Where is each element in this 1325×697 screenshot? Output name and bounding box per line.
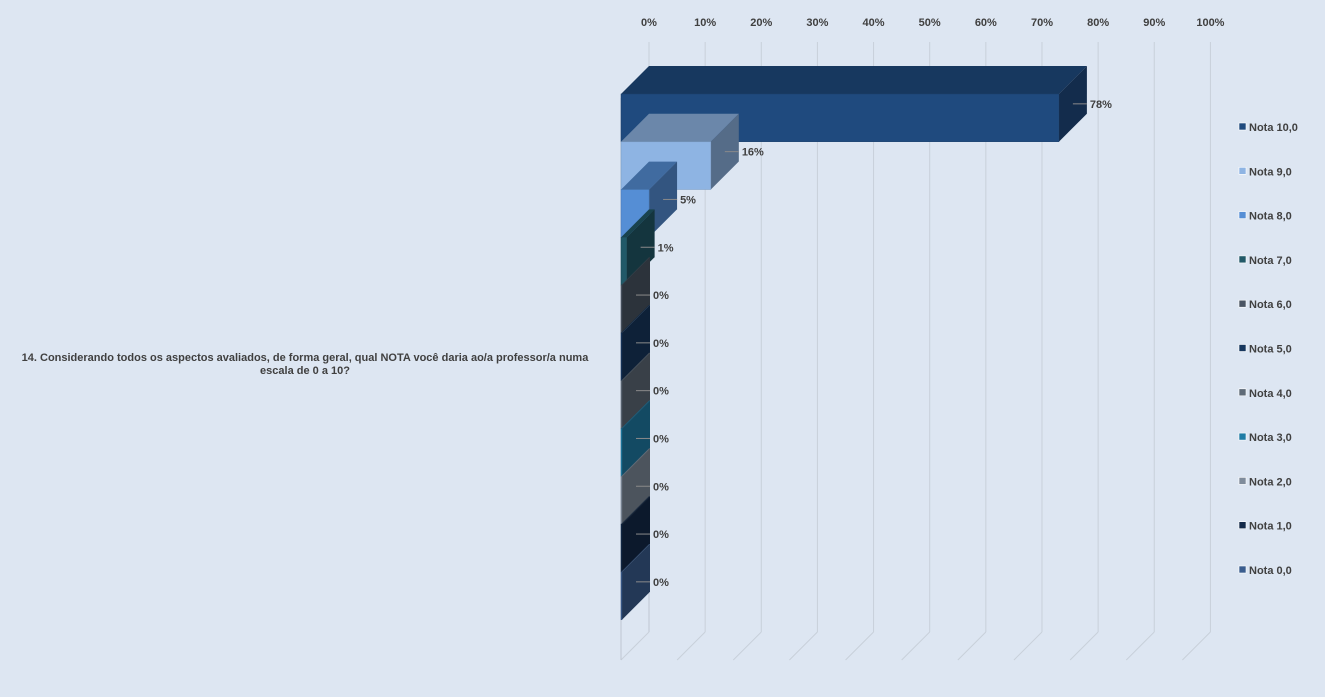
x-tick-label: 40% bbox=[863, 17, 885, 29]
gridline-floor bbox=[1013, 631, 1043, 661]
gridline-floor bbox=[676, 631, 706, 661]
bar bbox=[620, 332, 623, 381]
legend-swatch bbox=[1238, 565, 1247, 574]
x-tick-label: 100% bbox=[1196, 17, 1224, 29]
category-label: 14. Considerando todos os aspectos avali… bbox=[21, 352, 589, 377]
bar bbox=[620, 284, 623, 334]
data-label: 0% bbox=[653, 481, 669, 493]
gridline-floor bbox=[732, 631, 762, 661]
bar-top bbox=[621, 496, 650, 525]
bar-top bbox=[621, 305, 650, 333]
x-tick-label: 90% bbox=[1143, 17, 1165, 29]
legend-swatch bbox=[1238, 388, 1247, 397]
bar-top bbox=[621, 209, 655, 238]
x-tick-label: 30% bbox=[806, 17, 828, 29]
gridline-floor bbox=[1182, 631, 1211, 661]
gridline-floor bbox=[620, 631, 650, 661]
data-label: 0% bbox=[653, 290, 669, 302]
bar bbox=[620, 428, 623, 477]
x-tick-label: 0% bbox=[641, 17, 657, 29]
x-axis-ticks: 0% 10% 20% 30% 40% 50% 60% 70% 80% 90% 100% bbox=[641, 17, 1225, 29]
data-labels: 78% 16% 5% 1% 0% 0% 0% 0% 0% 0% 0% bbox=[636, 99, 1112, 589]
legend-swatch bbox=[1238, 299, 1247, 308]
bar-top bbox=[621, 352, 650, 381]
gridline-floor bbox=[845, 631, 874, 661]
data-label: 0% bbox=[653, 529, 669, 541]
bar-top bbox=[621, 257, 650, 286]
data-label: 1% bbox=[658, 242, 674, 254]
legend-swatch bbox=[1238, 211, 1247, 219]
data-label: 0% bbox=[653, 433, 669, 445]
data-label: 78% bbox=[1090, 99, 1112, 111]
legend-swatch bbox=[1238, 167, 1247, 175]
legend-item: Nota 9,0 bbox=[1249, 166, 1292, 178]
legend: Nota 10,0 Nota 9,0 Nota 8,0 Nota 7,0 Nota 6,… bbox=[1238, 122, 1298, 577]
bar-top bbox=[621, 113, 739, 142]
legend-item: Nota 4,0 bbox=[1249, 388, 1292, 400]
gridline-floor bbox=[957, 631, 987, 661]
x-tick-label: 20% bbox=[750, 17, 772, 29]
data-label: 0% bbox=[653, 577, 669, 589]
data-label: 16% bbox=[742, 147, 764, 159]
legend-item: Nota 6,0 bbox=[1249, 299, 1292, 311]
bar-top bbox=[621, 448, 650, 477]
bar bbox=[620, 237, 627, 286]
x-tick-label: 80% bbox=[1087, 17, 1109, 29]
legend-swatch bbox=[1238, 521, 1247, 530]
bar-top bbox=[621, 161, 678, 190]
bar-top bbox=[621, 66, 1087, 94]
bar-top bbox=[621, 544, 650, 572]
legend-swatch bbox=[1238, 344, 1247, 352]
legend-item: Nota 1,0 bbox=[1249, 521, 1292, 533]
legend-swatch bbox=[1238, 122, 1247, 131]
bar-top bbox=[621, 400, 650, 429]
legend-item: Nota 10,0 bbox=[1249, 122, 1298, 134]
legend-item: Nota 7,0 bbox=[1249, 255, 1292, 267]
bar bbox=[620, 571, 623, 620]
legend-swatch bbox=[1238, 255, 1247, 264]
bar bbox=[620, 476, 623, 525]
gridline-floor bbox=[1125, 631, 1155, 661]
data-label: 5% bbox=[680, 194, 696, 206]
gridline-floor bbox=[789, 631, 818, 661]
data-label: 0% bbox=[653, 338, 669, 350]
bars bbox=[620, 66, 1087, 620]
x-tick-label: 60% bbox=[975, 17, 997, 29]
legend-item: Nota 8,0 bbox=[1249, 211, 1292, 223]
legend-item: Nota 2,0 bbox=[1249, 476, 1292, 488]
x-tick-label: 10% bbox=[694, 17, 716, 29]
gridline-floor bbox=[1069, 631, 1099, 661]
legend-swatch bbox=[1238, 477, 1247, 485]
legend-item: Nota 0,0 bbox=[1249, 565, 1292, 577]
gridline-floor bbox=[901, 631, 931, 661]
bar bbox=[620, 380, 623, 429]
legend-item: Nota 3,0 bbox=[1249, 432, 1292, 444]
legend-item: Nota 5,0 bbox=[1249, 344, 1292, 356]
x-tick-label: 70% bbox=[1031, 17, 1053, 29]
bar bbox=[620, 523, 623, 573]
data-label: 0% bbox=[653, 386, 669, 398]
x-tick-label: 50% bbox=[919, 17, 941, 29]
legend-swatch bbox=[1238, 432, 1247, 441]
